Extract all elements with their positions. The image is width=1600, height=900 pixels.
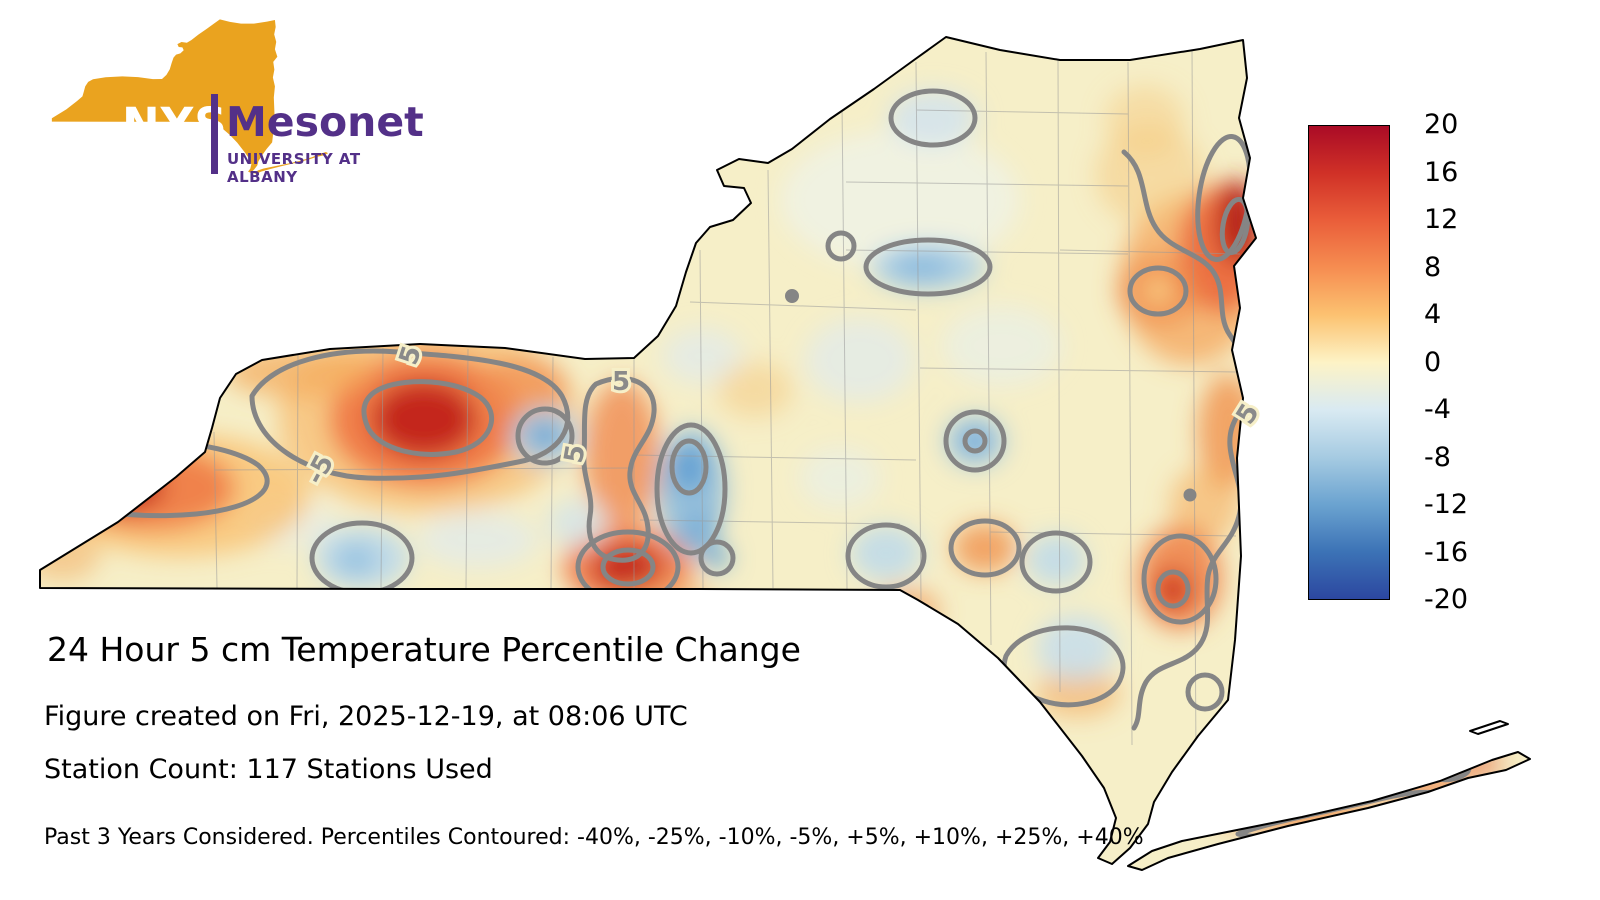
colorbar-tick-label: 16 [1424, 156, 1459, 188]
colorbar-tick-label: 12 [1424, 204, 1459, 235]
contour-label: 5 [612, 367, 630, 397]
colorbar-tick-label: 8 [1424, 251, 1442, 283]
colorbar-tick-label: -12 [1424, 489, 1469, 520]
colorbar-tick-label: -16 [1424, 536, 1469, 568]
contour-lines [40, 88, 1472, 839]
colorbar-tick-label: -20 [1424, 584, 1469, 615]
colorbar-tick-label: -4 [1424, 394, 1451, 425]
nys-state-logo-icon [51, 19, 329, 174]
logo-nys-text: NYS [122, 98, 228, 151]
state-outline [39, 36, 1531, 871]
nys-mesonet-logo: NYS Mesonet UNIVERSITY AT ALBANY [50, 8, 424, 198]
colorbar-tick-labels: 20 16 12 8 4 0 -4 -8 -12 -16 -20 [1424, 111, 1468, 614]
colorbar-tick-label: 4 [1424, 299, 1442, 330]
logo-university-text: UNIVERSITY AT ALBANY [227, 150, 361, 186]
footnote-text: Past 3 Years Considered. Percentiles Con… [44, 825, 1144, 850]
colorbar-gradient [1308, 125, 1390, 600]
figure-created-text: Figure created on Fri, 2025-12-19, at 08… [44, 701, 688, 732]
colorbar-tick-label: 20 [1424, 109, 1459, 140]
colorbar-tick-label: 0 [1424, 346, 1442, 378]
county-borders [213, 49, 1241, 763]
station-count-text: Station Count: 117 Stations Used [44, 754, 493, 785]
colorbar-tick-label: -8 [1424, 441, 1451, 473]
logo-divider [211, 94, 218, 174]
logo-mesonet-text: Mesonet [226, 98, 424, 146]
figure-title: 24 Hour 5 cm Temperature Percentile Chan… [47, 630, 801, 669]
